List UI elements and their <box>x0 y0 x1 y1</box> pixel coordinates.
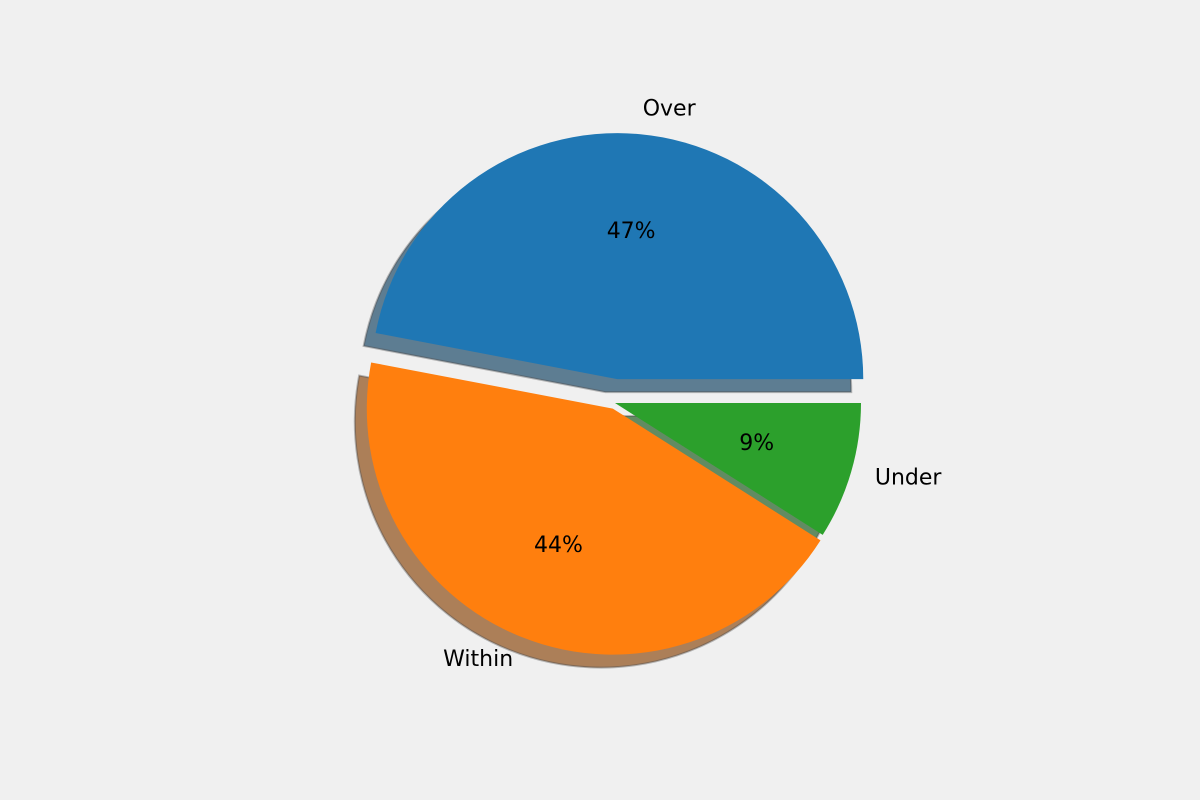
slice <box>366 362 821 655</box>
slice-label: Under <box>875 465 943 490</box>
slice <box>615 403 861 535</box>
value-label: 44% <box>534 533 583 558</box>
slice <box>375 133 864 380</box>
value-label: 9% <box>739 431 774 456</box>
slice-label: Over <box>643 97 697 122</box>
slice-label: Within <box>443 647 513 672</box>
value-label: 47% <box>607 219 656 244</box>
